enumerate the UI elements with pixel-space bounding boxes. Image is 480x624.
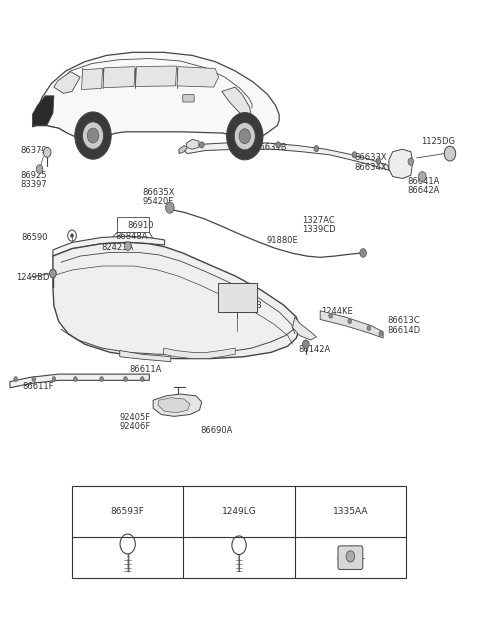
Text: 95420F: 95420F	[142, 197, 173, 206]
Text: 86637B: 86637B	[229, 301, 262, 310]
Text: 86590: 86590	[22, 233, 48, 242]
Circle shape	[73, 377, 77, 382]
Text: 86593F: 86593F	[111, 507, 144, 516]
Polygon shape	[103, 67, 135, 88]
Circle shape	[444, 146, 456, 161]
Circle shape	[329, 313, 333, 318]
Circle shape	[314, 145, 319, 152]
Text: 86690A: 86690A	[201, 426, 233, 434]
Text: 86634X: 86634X	[355, 163, 387, 172]
Polygon shape	[164, 348, 235, 359]
Text: 86142A: 86142A	[298, 345, 330, 354]
Circle shape	[227, 112, 263, 160]
Circle shape	[302, 340, 309, 349]
Circle shape	[234, 122, 255, 150]
Polygon shape	[320, 311, 383, 338]
Polygon shape	[158, 397, 190, 412]
Polygon shape	[187, 139, 199, 149]
Circle shape	[87, 128, 99, 143]
Polygon shape	[53, 236, 165, 256]
FancyBboxPatch shape	[217, 283, 257, 312]
Text: 92405F: 92405F	[120, 413, 151, 422]
Circle shape	[166, 202, 174, 213]
Circle shape	[71, 234, 73, 238]
Circle shape	[123, 377, 127, 382]
Text: 1335AA: 1335AA	[333, 507, 368, 516]
Circle shape	[75, 112, 111, 159]
Text: 86641A: 86641A	[407, 177, 439, 186]
Text: 1125DG: 1125DG	[421, 137, 456, 145]
Polygon shape	[53, 242, 300, 359]
Polygon shape	[185, 142, 389, 170]
Text: 82423A: 82423A	[102, 243, 134, 252]
Polygon shape	[292, 317, 316, 340]
Circle shape	[49, 269, 56, 278]
Polygon shape	[120, 351, 171, 362]
Text: 86613C: 86613C	[387, 316, 420, 325]
Text: 86611A: 86611A	[129, 364, 162, 374]
Text: 1327AC: 1327AC	[302, 215, 335, 225]
Polygon shape	[177, 67, 218, 87]
Polygon shape	[54, 72, 80, 94]
FancyBboxPatch shape	[183, 95, 194, 102]
Polygon shape	[135, 66, 177, 87]
Circle shape	[276, 142, 281, 148]
Circle shape	[348, 319, 352, 324]
Text: 86848A: 86848A	[115, 232, 147, 241]
Polygon shape	[389, 149, 413, 178]
Circle shape	[140, 377, 144, 382]
Text: 86635X: 86635X	[142, 188, 175, 197]
Text: 86614D: 86614D	[387, 326, 420, 334]
Circle shape	[100, 377, 104, 382]
Text: 1339CD: 1339CD	[302, 225, 336, 234]
Polygon shape	[10, 374, 149, 388]
Text: 1244KE: 1244KE	[321, 308, 353, 316]
Circle shape	[367, 326, 371, 331]
Circle shape	[32, 377, 36, 382]
Polygon shape	[153, 394, 202, 416]
Text: 86642A: 86642A	[407, 187, 439, 195]
Circle shape	[238, 140, 242, 147]
Circle shape	[52, 377, 56, 382]
Circle shape	[379, 331, 383, 336]
Text: 86633X: 86633X	[355, 154, 387, 162]
Polygon shape	[33, 52, 279, 138]
Text: 86611F: 86611F	[23, 382, 54, 391]
Text: 83397: 83397	[21, 180, 47, 189]
Polygon shape	[33, 96, 54, 125]
Circle shape	[36, 165, 43, 173]
Polygon shape	[179, 145, 188, 154]
Circle shape	[419, 172, 426, 182]
Polygon shape	[222, 87, 251, 114]
Circle shape	[408, 158, 414, 165]
Text: 92406F: 92406F	[120, 422, 151, 431]
Circle shape	[376, 158, 381, 164]
Circle shape	[83, 122, 104, 149]
FancyBboxPatch shape	[338, 546, 363, 570]
Circle shape	[360, 248, 366, 257]
Text: 1249BD: 1249BD	[16, 273, 49, 281]
Circle shape	[346, 551, 355, 562]
Circle shape	[239, 129, 251, 144]
Text: 91880E: 91880E	[266, 236, 298, 245]
Text: 86379: 86379	[21, 146, 47, 155]
Text: 1249LG: 1249LG	[222, 507, 256, 516]
Circle shape	[43, 147, 51, 157]
Text: 86910: 86910	[128, 220, 155, 230]
Bar	[72, 486, 406, 578]
Circle shape	[124, 242, 131, 250]
Text: 86925: 86925	[21, 171, 47, 180]
Circle shape	[352, 152, 357, 158]
Polygon shape	[82, 69, 103, 90]
Circle shape	[14, 377, 18, 382]
Text: 86631B: 86631B	[254, 143, 287, 152]
Circle shape	[199, 142, 204, 148]
